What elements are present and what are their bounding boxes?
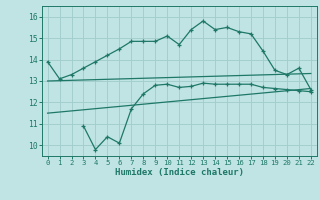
X-axis label: Humidex (Indice chaleur): Humidex (Indice chaleur) — [115, 168, 244, 177]
